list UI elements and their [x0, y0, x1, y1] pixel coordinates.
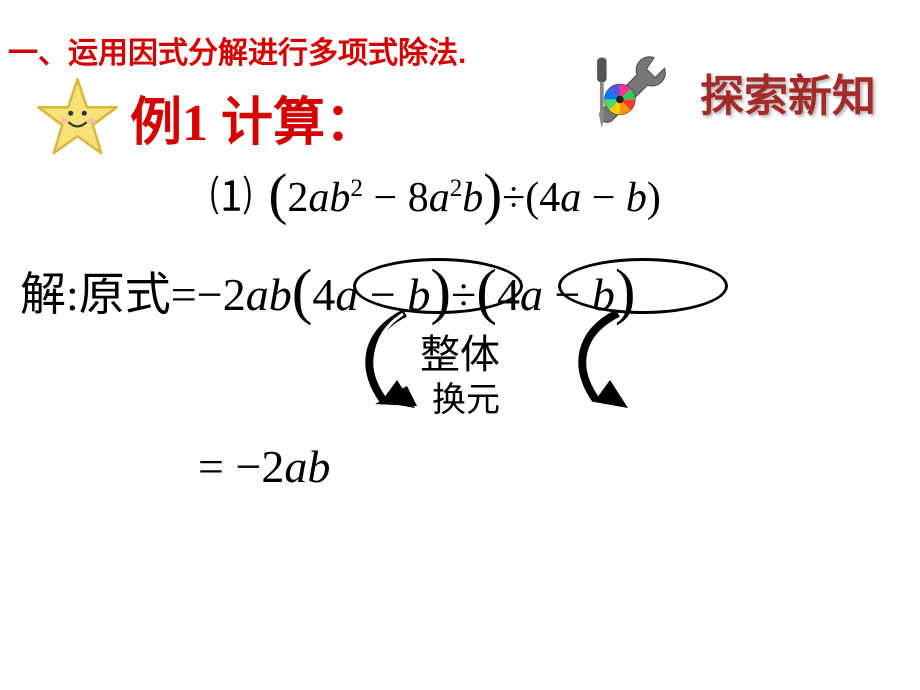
tools-icon: [580, 50, 675, 150]
star-icon: [35, 75, 120, 160]
section-title: 一、运用因式分解进行多项式除法.: [8, 28, 466, 72]
example-heading: 例1 计算：: [35, 75, 377, 160]
solution-step1: 解:原式=−2ab(4a − b)÷(4a − b): [20, 255, 636, 326]
highlight-ellipse-2: [558, 258, 728, 314]
problem-expression: ⑴ (2ab2 − 8a2b)÷(4a − b): [210, 160, 661, 225]
example-label: 例1 计算：: [130, 80, 377, 155]
annotation-substitute: 换元: [432, 372, 500, 421]
highlight-ellipse-1: [353, 258, 523, 314]
solution-result: = −2ab: [198, 440, 330, 493]
arrow-2: [558, 308, 648, 418]
explore-title: 探索新知: [700, 60, 876, 124]
